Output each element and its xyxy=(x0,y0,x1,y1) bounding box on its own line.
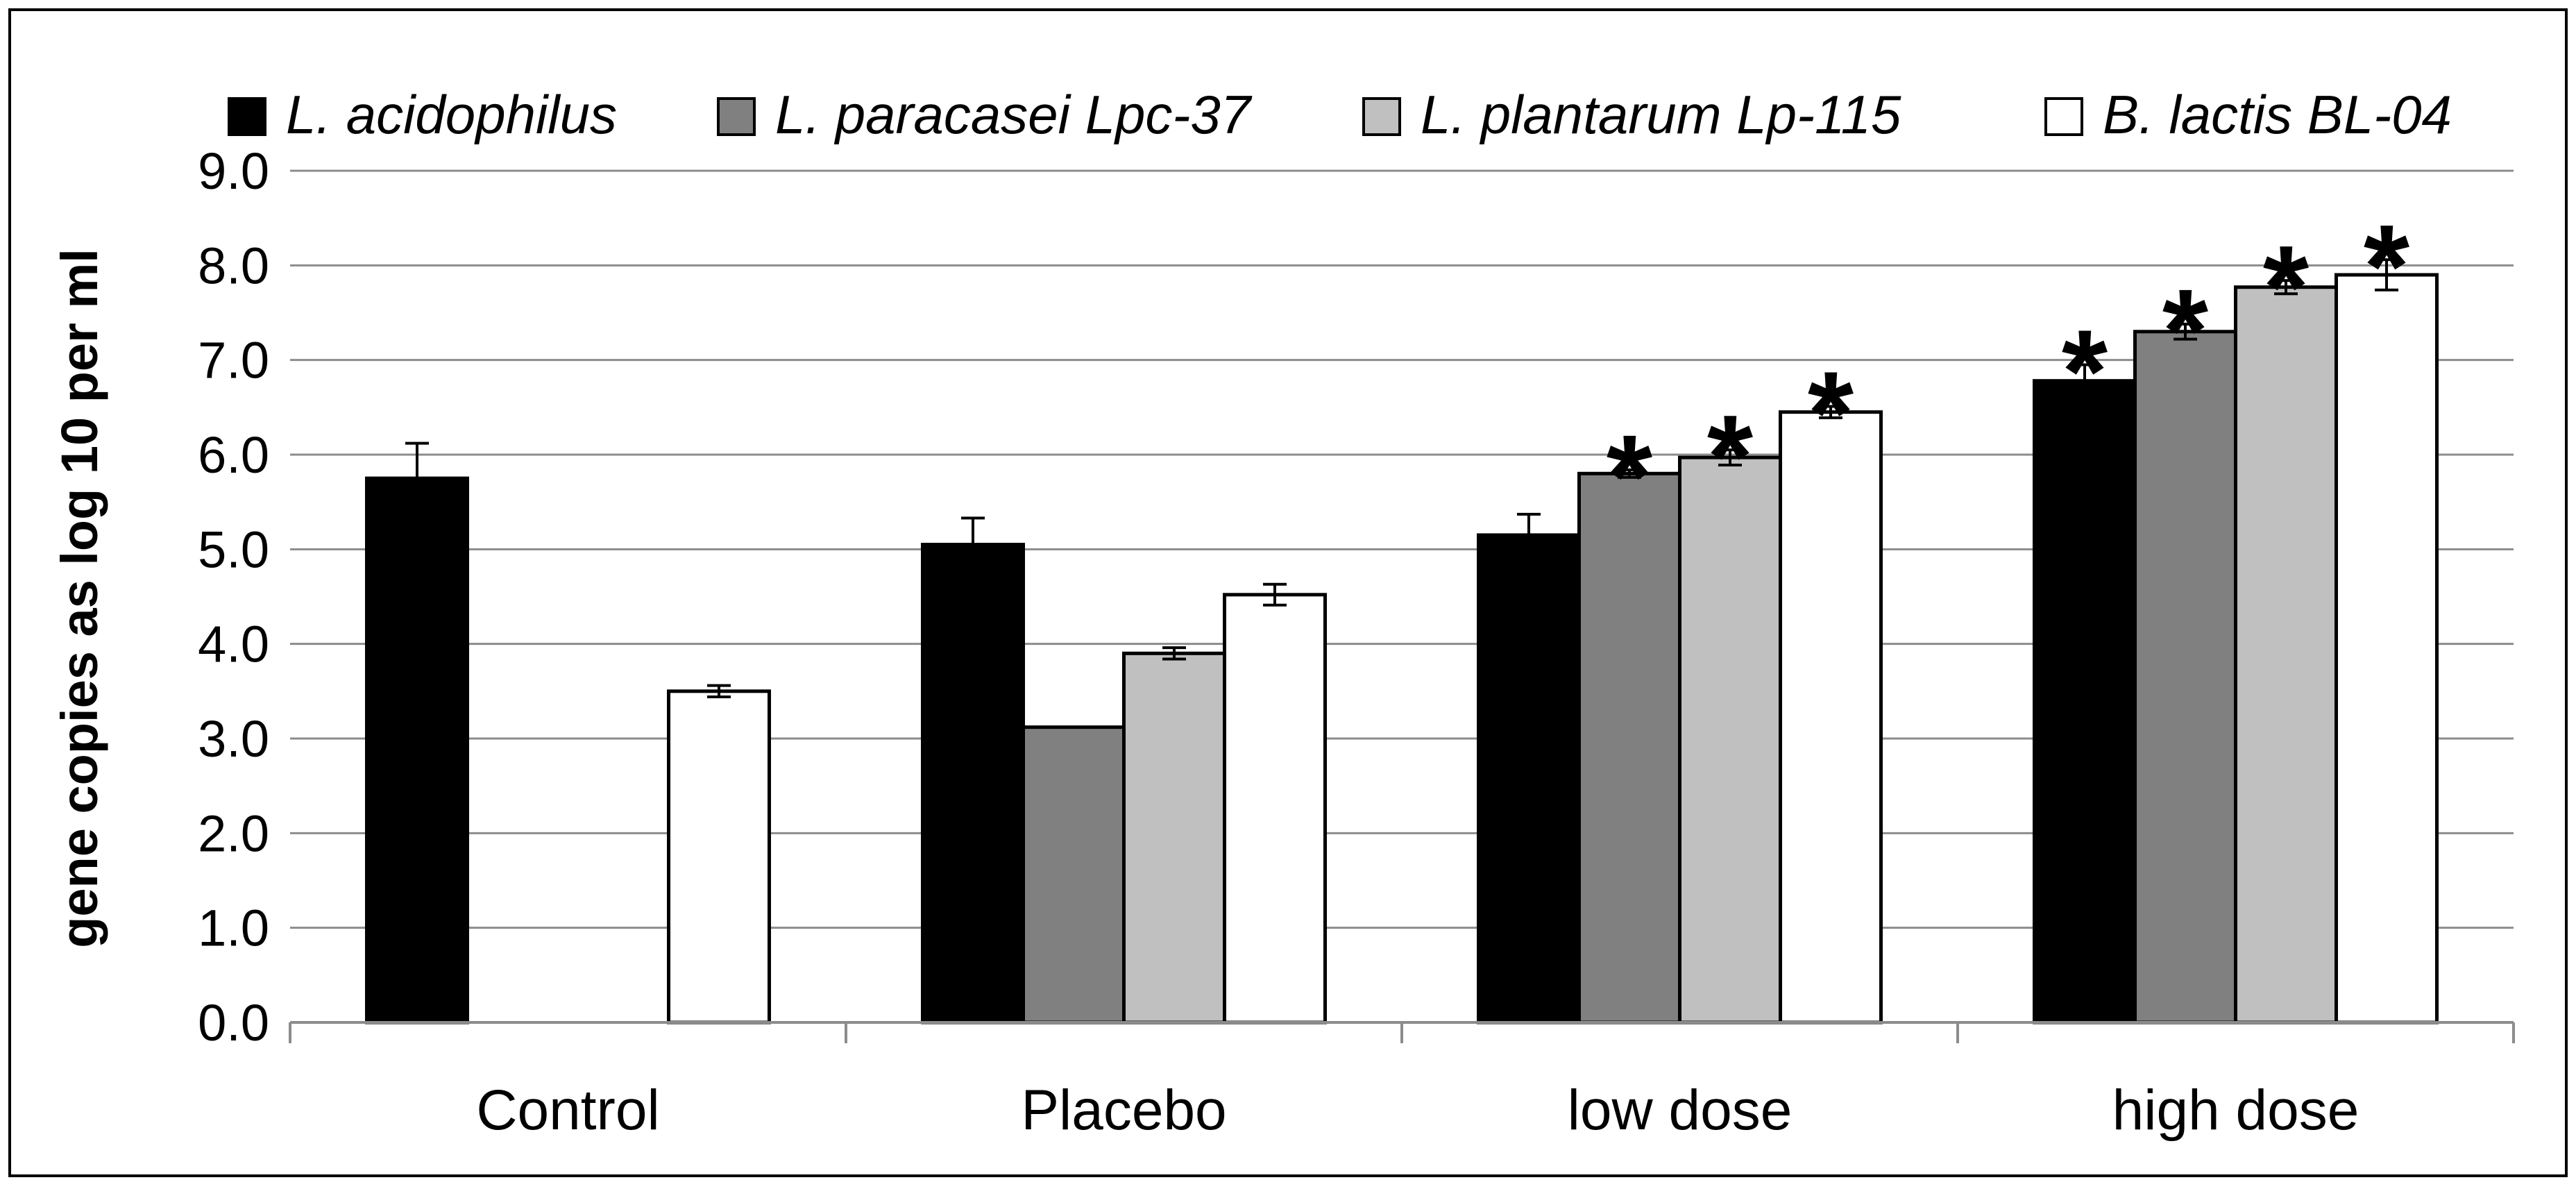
bar xyxy=(1678,455,1782,1024)
significance-marker: * xyxy=(1707,391,1753,523)
legend-label: L. paracasei Lpc-37 xyxy=(775,84,1253,145)
legend: L. acidophilus L. paracasei Lpc-37 L. plan… xyxy=(228,84,2452,145)
y-tick-label: 3.0 xyxy=(198,710,269,768)
y-tick-label: 0.0 xyxy=(198,994,269,1052)
legend-label: L. plantarum Lp-115 xyxy=(1421,84,1901,145)
x-tick-label: high dose xyxy=(2112,1079,2359,1142)
significance-marker: * xyxy=(2364,201,2409,332)
y-tick-label: 9.0 xyxy=(198,142,269,200)
bar xyxy=(2334,273,2439,1024)
bar xyxy=(1122,651,1226,1024)
y-tick-label: 4.0 xyxy=(198,616,269,673)
bar xyxy=(1022,725,1126,1024)
y-tick-label: 6.0 xyxy=(198,426,269,484)
bar xyxy=(2234,285,2338,1024)
bar xyxy=(667,689,771,1024)
legend-swatch xyxy=(2044,97,2083,136)
bar xyxy=(365,476,469,1024)
legend-swatch xyxy=(228,97,266,136)
axis-layer: 0.0 1.0 2.0 3.0 4.0 5.0 6.0 7.0 8.0 9.0 Control Pla… xyxy=(198,142,2515,1142)
significance-marker: * xyxy=(2162,265,2208,397)
y-tick-label: 5.0 xyxy=(198,521,269,578)
legend-label: B. lactis BL-04 xyxy=(2103,84,2452,145)
y-tick-label: 1.0 xyxy=(198,900,269,957)
significance-marker: * xyxy=(1808,347,1854,479)
bar xyxy=(1477,533,1581,1024)
bar-layer: * * * * * * * xyxy=(365,201,2439,1024)
legend-label: L. acidophilus xyxy=(286,84,617,145)
bar xyxy=(921,543,1025,1024)
bar xyxy=(2033,379,2137,1024)
significance-marker: * xyxy=(2062,305,2108,437)
bar xyxy=(1577,471,1681,1024)
legend-swatch xyxy=(717,97,756,136)
x-tick-label: Control xyxy=(476,1079,659,1142)
y-tick-label: 7.0 xyxy=(198,332,269,389)
y-tick-label: 2.0 xyxy=(198,804,269,862)
y-tick-label: 8.0 xyxy=(198,237,269,294)
significance-marker: * xyxy=(2263,221,2309,353)
y-axis-title: gene copies as log 10 per ml xyxy=(51,248,108,948)
x-tick-label: Placebo xyxy=(1021,1079,1226,1142)
legend-swatch xyxy=(1362,97,1401,136)
significance-marker: * xyxy=(1607,411,1652,543)
bar xyxy=(1779,410,1883,1024)
x-tick-label: low dose xyxy=(1568,1079,1793,1142)
bar xyxy=(1223,593,1327,1024)
bar xyxy=(2133,330,2237,1024)
